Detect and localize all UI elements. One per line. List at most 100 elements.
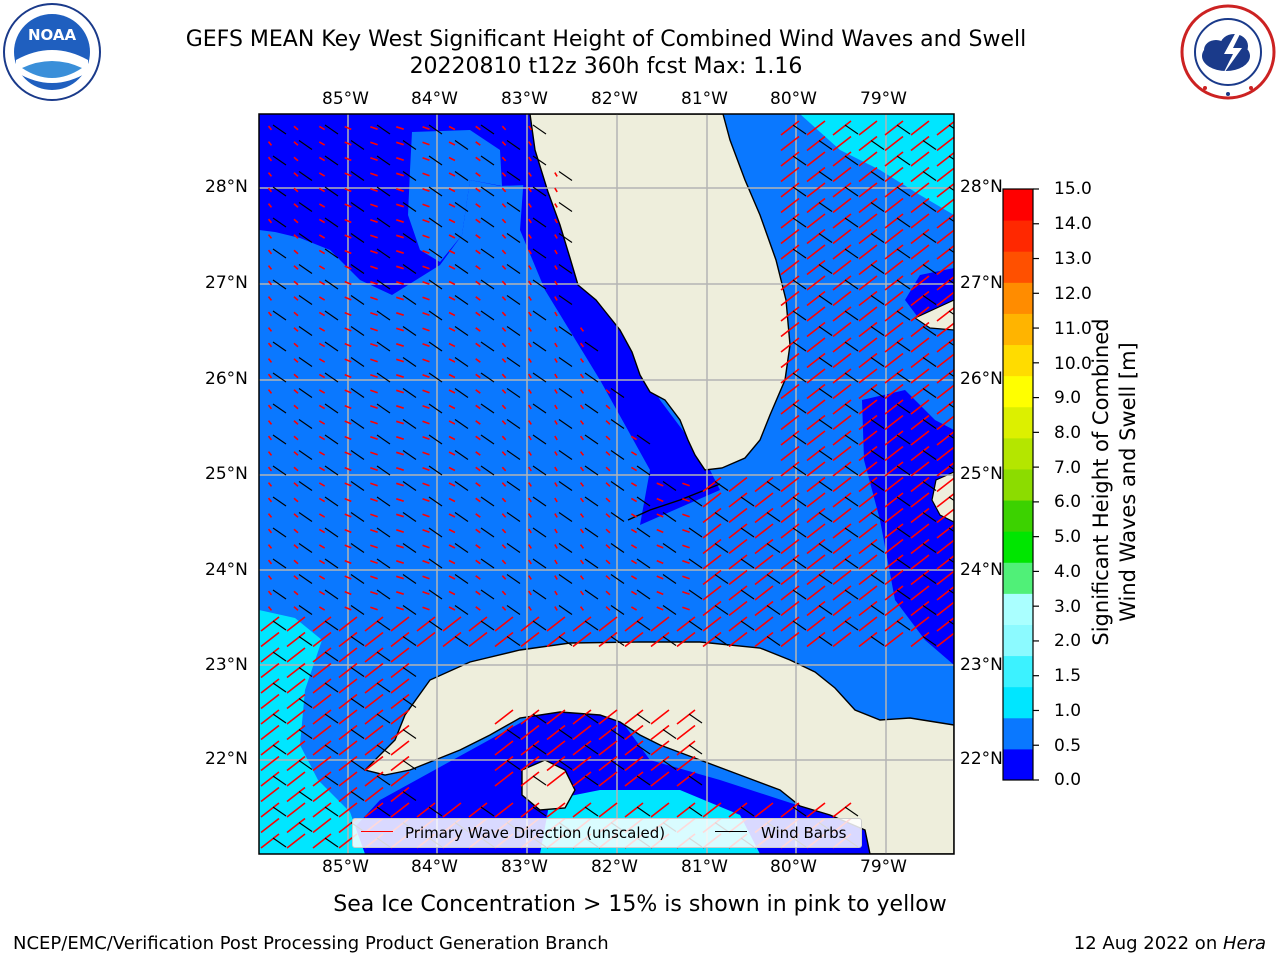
wave-direction-arrow xyxy=(702,523,722,539)
wave-direction-arrow xyxy=(501,342,507,348)
wave-direction-arrow xyxy=(910,166,930,183)
wave-direction-arrow xyxy=(312,740,332,756)
wave-direction-arrow xyxy=(936,167,954,183)
wave-direction-arrow xyxy=(390,786,410,803)
wave-direction-arrow xyxy=(396,606,404,611)
wave-direction-arrow xyxy=(605,389,611,394)
wave-direction-arrow xyxy=(338,724,358,741)
wave-direction-arrow xyxy=(832,600,852,617)
wind-barb xyxy=(896,124,911,135)
wave-direction-arrow xyxy=(605,590,611,596)
wave-direction-arrow xyxy=(267,497,273,503)
wave-height-low-east xyxy=(862,390,954,665)
lat-tick-right: 28°N xyxy=(960,177,1003,197)
wave-direction-arrow xyxy=(780,492,800,508)
wave-direction-arrow xyxy=(260,755,280,772)
wave-direction-arrow xyxy=(260,631,280,648)
wind-barb xyxy=(272,837,287,848)
wave-direction-arrow xyxy=(396,126,404,130)
wind-barb xyxy=(896,403,911,414)
wave-direction-arrow xyxy=(293,342,299,348)
wave-direction-arrow xyxy=(832,399,852,415)
wave-direction-arrow xyxy=(448,342,456,348)
wave-direction-arrow xyxy=(579,544,585,549)
wind-barb xyxy=(922,574,937,584)
wave-direction-arrow xyxy=(528,575,532,580)
wave-direction-arrow xyxy=(501,125,507,131)
wave-direction-arrow xyxy=(293,187,299,193)
wind-barb xyxy=(844,620,859,631)
wind-barb xyxy=(584,713,599,724)
wave-direction-arrow xyxy=(806,600,826,617)
wind-barb xyxy=(844,558,859,569)
wave-direction-arrow xyxy=(312,631,332,648)
wind-barb xyxy=(480,124,495,135)
wave-direction-arrow xyxy=(475,156,481,162)
wave-direction-arrow xyxy=(605,606,611,611)
wind-barb xyxy=(298,605,313,615)
wave-direction-arrow xyxy=(598,771,618,787)
wind-barb xyxy=(636,775,651,786)
wave-direction-arrow xyxy=(936,554,954,570)
wave-direction-arrow xyxy=(832,166,852,183)
wind-barb xyxy=(584,775,599,786)
wave-direction-arrow xyxy=(605,466,611,472)
wind-barb xyxy=(402,698,417,708)
wave-direction-arrow xyxy=(702,569,722,586)
florida-keys xyxy=(627,483,721,521)
wave-direction-arrow xyxy=(858,275,878,291)
wave-direction-arrow xyxy=(475,296,481,301)
wave-direction-arrow xyxy=(344,203,352,208)
wave-direction-arrow xyxy=(936,322,954,338)
wave-direction-arrow xyxy=(520,771,540,787)
wave-direction-arrow xyxy=(293,156,299,162)
wave-direction-arrow xyxy=(702,476,722,493)
wave-direction-arrow xyxy=(528,342,532,348)
wave-direction-arrow xyxy=(475,311,481,317)
wave-direction-arrow xyxy=(396,219,404,223)
wave-direction-arrow xyxy=(520,724,540,741)
wind-barb xyxy=(376,713,391,724)
wave-direction-arrow xyxy=(554,296,558,301)
wave-direction-arrow xyxy=(267,389,273,394)
wave-direction-arrow xyxy=(579,389,585,394)
wind-barb xyxy=(896,527,911,538)
wave-direction-arrow xyxy=(318,311,326,317)
wind-barb xyxy=(272,186,287,197)
wind-barb xyxy=(402,450,417,460)
wave-direction-arrow xyxy=(780,182,800,198)
wind-barb xyxy=(454,605,469,615)
wave-direction-arrow xyxy=(676,631,696,648)
wind-barb xyxy=(506,760,521,770)
wind-barb xyxy=(454,140,469,150)
wind-barb xyxy=(272,217,287,228)
wind-barb xyxy=(272,465,287,476)
wind-barb xyxy=(792,341,807,352)
wind-barb xyxy=(714,605,729,615)
wind-barb xyxy=(584,620,599,631)
wave-direction-arrow xyxy=(546,802,566,818)
wave-direction-arrow xyxy=(422,435,430,441)
wave-direction-arrow xyxy=(650,709,670,725)
wave-direction-arrow xyxy=(806,492,826,508)
wind-barb xyxy=(506,481,521,491)
wave-direction-arrow xyxy=(780,507,800,524)
wave-direction-arrow xyxy=(528,187,532,193)
wave-direction-arrow xyxy=(338,709,358,725)
wind-barb xyxy=(402,357,417,367)
wave-direction-arrow xyxy=(630,528,638,534)
wave-direction-arrow xyxy=(572,709,592,725)
wind-barb xyxy=(454,574,469,584)
wave-direction-arrow xyxy=(267,528,273,534)
wind-barb xyxy=(376,403,391,414)
wind-barb xyxy=(870,326,885,336)
wave-direction-arrow xyxy=(390,678,410,694)
wave-direction-arrow xyxy=(422,172,430,177)
wave-direction-arrow xyxy=(396,358,404,363)
wind-barb xyxy=(402,171,417,181)
nws-logo xyxy=(1178,2,1278,102)
wave-direction-arrow xyxy=(598,631,618,648)
wave-direction-arrow xyxy=(554,420,558,425)
wave-direction-arrow xyxy=(475,451,481,456)
lat-tick-left: 27°N xyxy=(205,273,248,293)
